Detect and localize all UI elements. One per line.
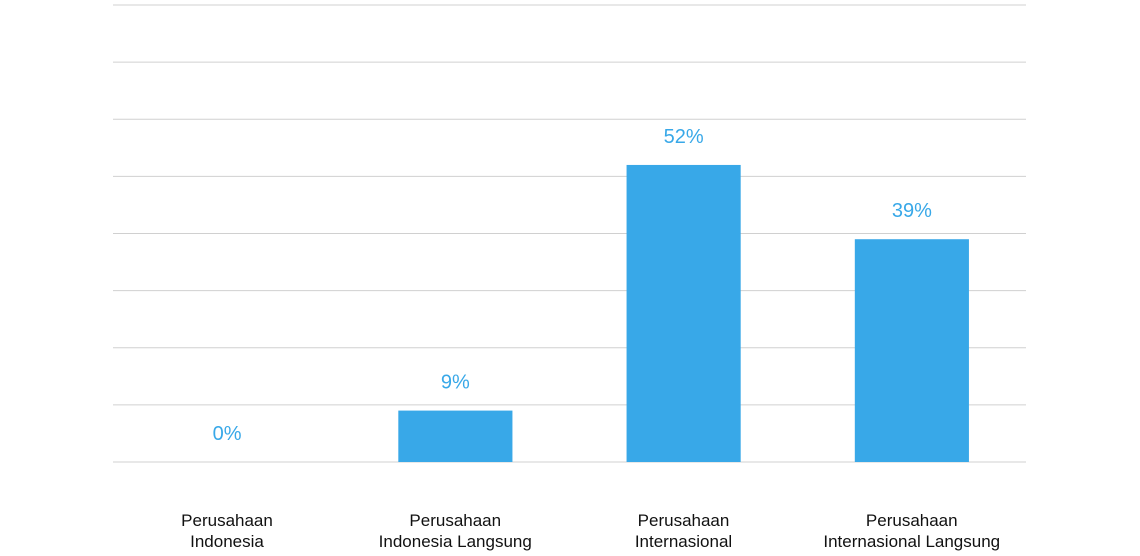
- bar: [854, 239, 969, 462]
- value-label: 9%: [441, 372, 470, 394]
- x-tick-label: Perusahaan Internasional: [634, 511, 733, 551]
- bar: [398, 410, 513, 462]
- value-label: 39%: [892, 200, 932, 222]
- value-label: 0%: [213, 423, 242, 445]
- x-tick-label: Perusahaan Internasional Langsung: [823, 511, 1001, 551]
- x-tick-label: Perusahaan Indonesia: [181, 511, 273, 551]
- value-label: 52%: [664, 126, 704, 148]
- x-tick-label: Perusahaan Indonesia Langsung: [378, 511, 532, 551]
- bar: [626, 164, 741, 462]
